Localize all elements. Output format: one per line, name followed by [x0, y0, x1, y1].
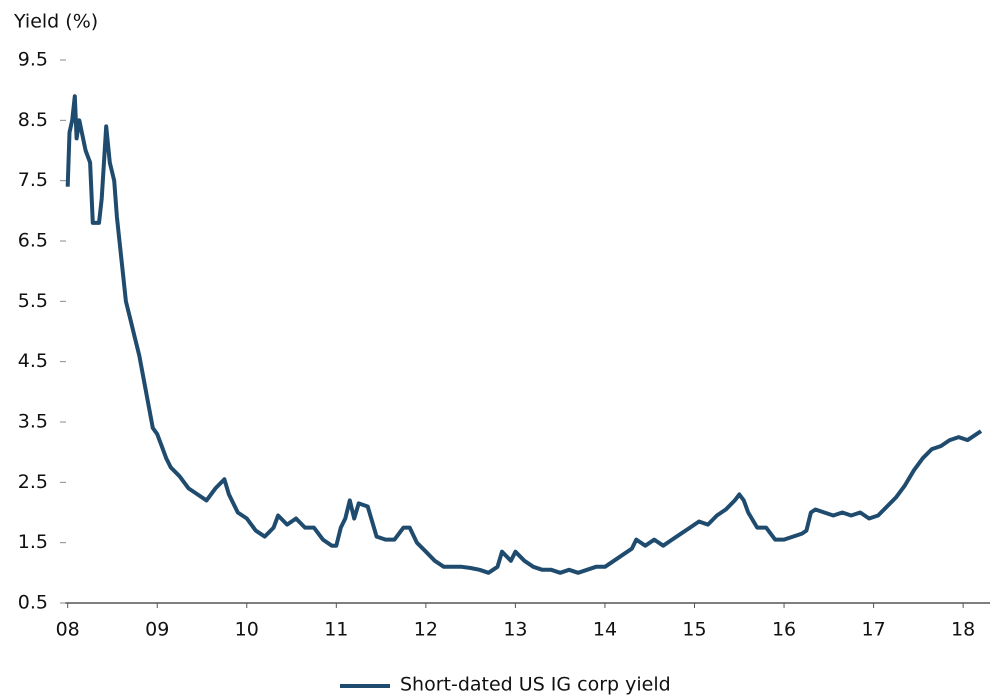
y-tick-label: 9.5 — [18, 49, 48, 71]
y-tick-label: 6.5 — [18, 230, 48, 252]
x-tick-label: 08 — [56, 619, 80, 641]
x-tick-label: 11 — [324, 619, 348, 641]
y-tick-label: 8.5 — [18, 109, 48, 131]
x-tick-label: 18 — [951, 619, 975, 641]
y-tick-label: 2.5 — [18, 471, 48, 493]
x-tick-label: 12 — [414, 619, 438, 641]
y-tick-label: 0.5 — [18, 592, 48, 614]
y-tick-label: 4.5 — [18, 350, 48, 372]
y-tick-label: 5.5 — [18, 290, 48, 312]
x-tick-label: 16 — [772, 619, 796, 641]
x-tick-label: 13 — [503, 619, 527, 641]
y-tick-label: 3.5 — [18, 411, 48, 433]
x-tick-label: 10 — [235, 619, 259, 641]
y-tick-label: 7.5 — [18, 169, 48, 191]
x-tick-label: 14 — [593, 619, 617, 641]
legend-label: Short-dated US IG corp yield — [400, 674, 671, 695]
y-axis-label: Yield (%) — [13, 11, 98, 33]
y-tick-label: 1.5 — [18, 531, 48, 553]
x-tick-label: 15 — [682, 619, 706, 641]
x-tick-label: 17 — [861, 619, 885, 641]
x-tick-label: 09 — [145, 619, 169, 641]
series-line — [65, 94, 983, 575]
